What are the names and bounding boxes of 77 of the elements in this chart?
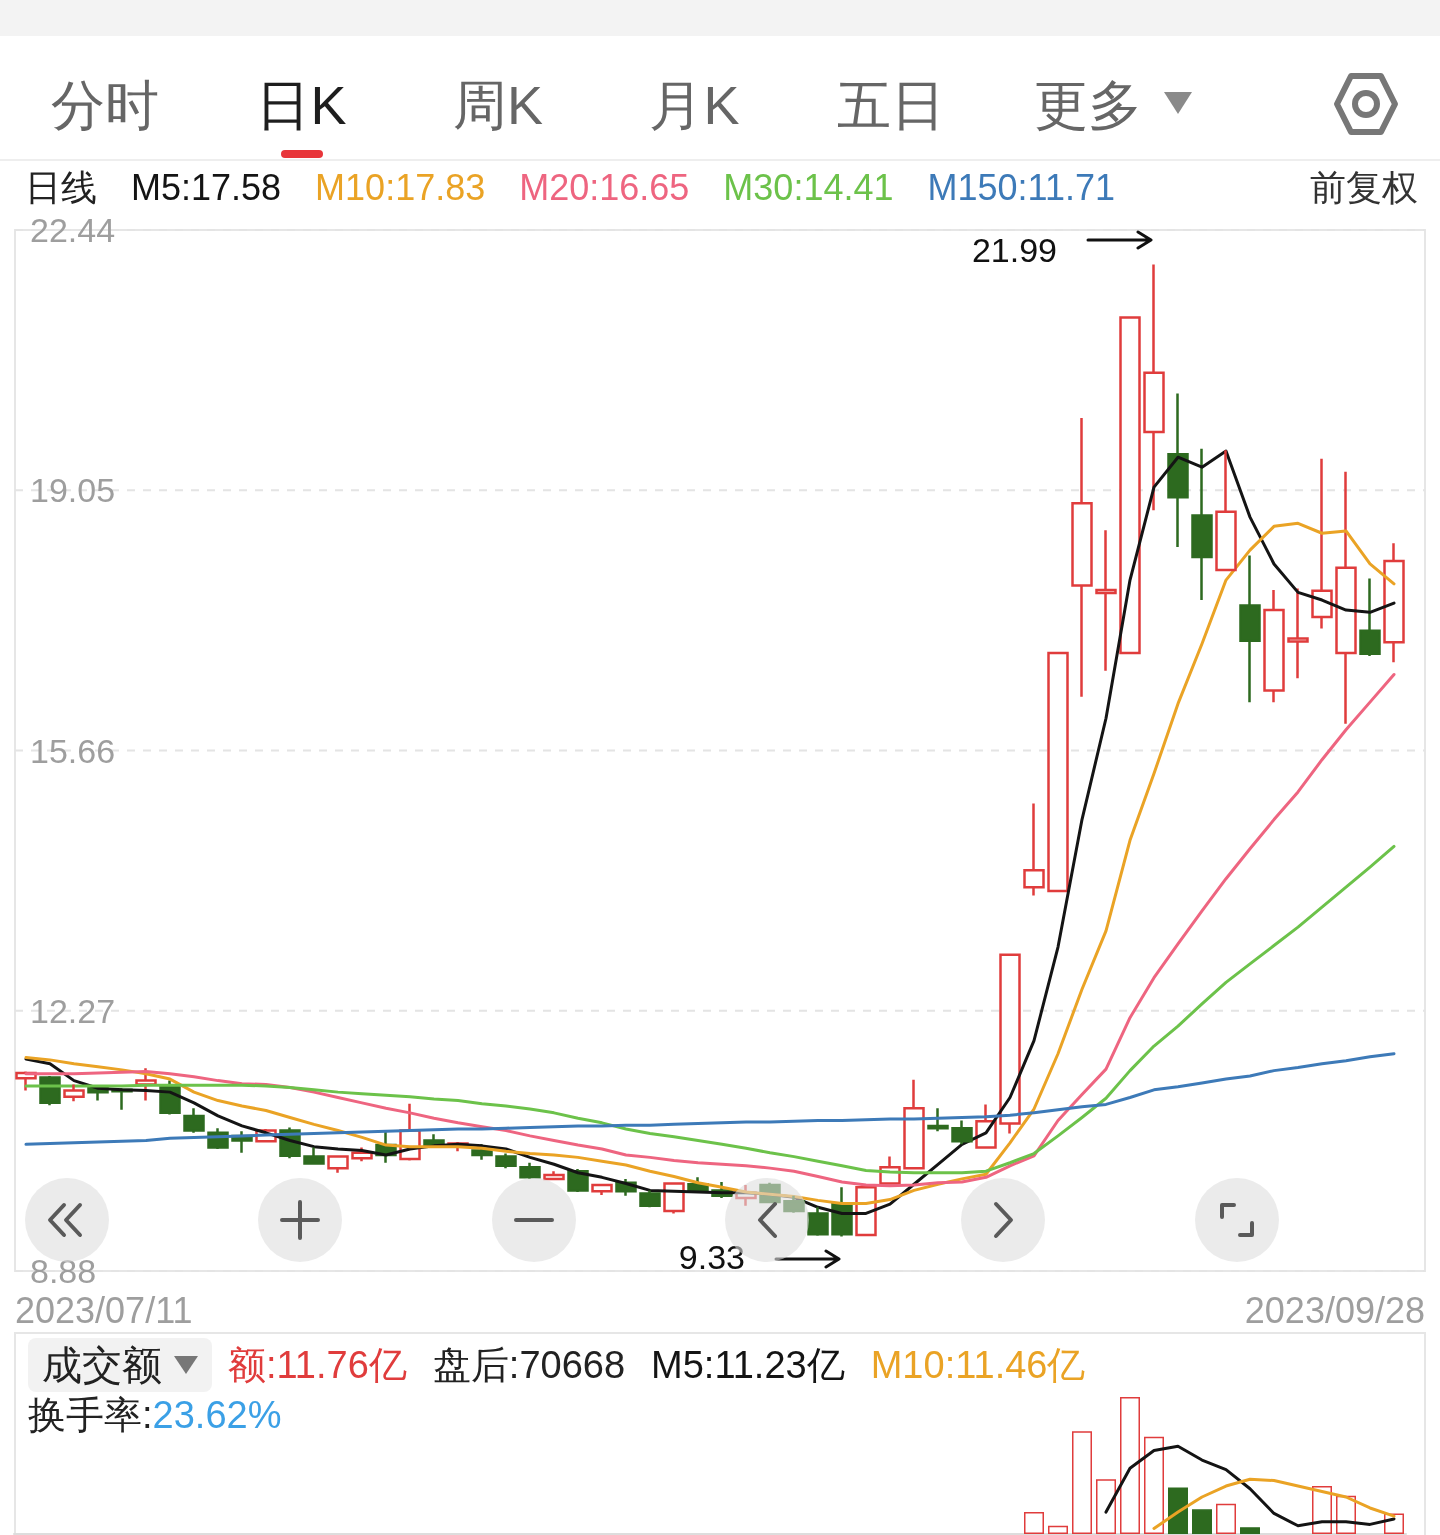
text: M10:17.83 bbox=[315, 167, 486, 208]
legend-title: 日线 bbox=[25, 167, 97, 208]
text: 前复权 bbox=[1310, 167, 1418, 208]
bar bbox=[1024, 1512, 1044, 1534]
candlestick bbox=[903, 1078, 925, 1170]
line-series bbox=[24, 1052, 1396, 1146]
text: 2023/07/11 bbox=[15, 1290, 193, 1331]
candlestick bbox=[1119, 316, 1141, 655]
text: M30:14.41 bbox=[723, 167, 894, 208]
dropdown-button: 成交额 bbox=[28, 1338, 212, 1392]
candlestick bbox=[1095, 528, 1117, 672]
candlestick bbox=[1143, 263, 1165, 512]
text: 额:11.76亿 bbox=[228, 1344, 407, 1386]
candlestick bbox=[1263, 588, 1285, 704]
candlestick bbox=[951, 1119, 973, 1146]
bar bbox=[1216, 1503, 1236, 1534]
annotation: 换手率: bbox=[28, 1394, 153, 1436]
y-tick-label: 22.44 bbox=[30, 211, 116, 249]
bar bbox=[1336, 1495, 1356, 1534]
y-tick-label: 19.05 bbox=[30, 471, 116, 510]
bar bbox=[1384, 1513, 1404, 1534]
bar bbox=[1168, 1487, 1188, 1534]
chart-title: 成交额 bbox=[42, 1343, 162, 1387]
candlestick bbox=[1239, 554, 1261, 704]
candlestick bbox=[927, 1107, 949, 1133]
candlestick bbox=[783, 1194, 805, 1214]
bar bbox=[1144, 1436, 1164, 1534]
text: 日K bbox=[256, 74, 347, 137]
text: 周K bbox=[452, 74, 544, 137]
y-tick-label: 8.88 bbox=[30, 1252, 97, 1290]
line-series bbox=[24, 844, 1396, 1175]
text: 2023/09/28 bbox=[1244, 1290, 1425, 1331]
candlestick bbox=[1311, 457, 1333, 630]
candlestick bbox=[543, 1169, 565, 1181]
text: M20:16.65 bbox=[519, 167, 690, 208]
candlestick bbox=[519, 1161, 541, 1181]
text: 盘后:70668 bbox=[432, 1344, 626, 1386]
candlestick bbox=[1047, 651, 1069, 893]
line-series bbox=[24, 673, 1396, 1188]
bar bbox=[1240, 1527, 1260, 1534]
bar bbox=[1096, 1479, 1116, 1534]
text: 更多 bbox=[1033, 74, 1142, 137]
candlestick bbox=[1215, 449, 1237, 572]
candlestick bbox=[1383, 541, 1405, 664]
text: M10:11.46亿 bbox=[870, 1344, 1086, 1386]
candlestick bbox=[63, 1083, 85, 1103]
annotation: 9.33 bbox=[678, 1238, 745, 1277]
candlestick bbox=[495, 1152, 517, 1170]
bar bbox=[1120, 1397, 1140, 1534]
text: M5:11.23亿 bbox=[651, 1344, 845, 1386]
candlestick bbox=[1167, 392, 1189, 549]
candlestick bbox=[327, 1155, 349, 1174]
candlestick bbox=[1359, 577, 1381, 658]
bar bbox=[1072, 1431, 1092, 1534]
text: 月K bbox=[649, 74, 740, 137]
text: M5:17.58 bbox=[131, 167, 282, 208]
candlestick bbox=[1023, 802, 1045, 897]
y-tick-label: 12.27 bbox=[30, 991, 116, 1030]
y-tick-label: 15.66 bbox=[30, 731, 116, 770]
candlestick bbox=[1071, 416, 1093, 699]
text: M150:11.71 bbox=[927, 167, 1115, 208]
bar bbox=[1192, 1509, 1212, 1534]
bar bbox=[1048, 1525, 1068, 1534]
text: 五日 bbox=[837, 74, 945, 137]
candlestick bbox=[807, 1206, 829, 1237]
candlestick bbox=[1191, 447, 1213, 602]
text: 分时 bbox=[51, 74, 159, 137]
candlestick bbox=[999, 953, 1021, 1135]
candlestick bbox=[1335, 470, 1357, 725]
annotation: 23.62% bbox=[152, 1394, 282, 1436]
candlestick bbox=[591, 1183, 613, 1197]
candlestick bbox=[1287, 587, 1309, 680]
candlestick bbox=[639, 1189, 661, 1209]
bar bbox=[1312, 1486, 1332, 1534]
candlestick bbox=[183, 1107, 205, 1135]
annotation: 21.99 bbox=[971, 230, 1057, 269]
candlestick bbox=[303, 1146, 325, 1165]
